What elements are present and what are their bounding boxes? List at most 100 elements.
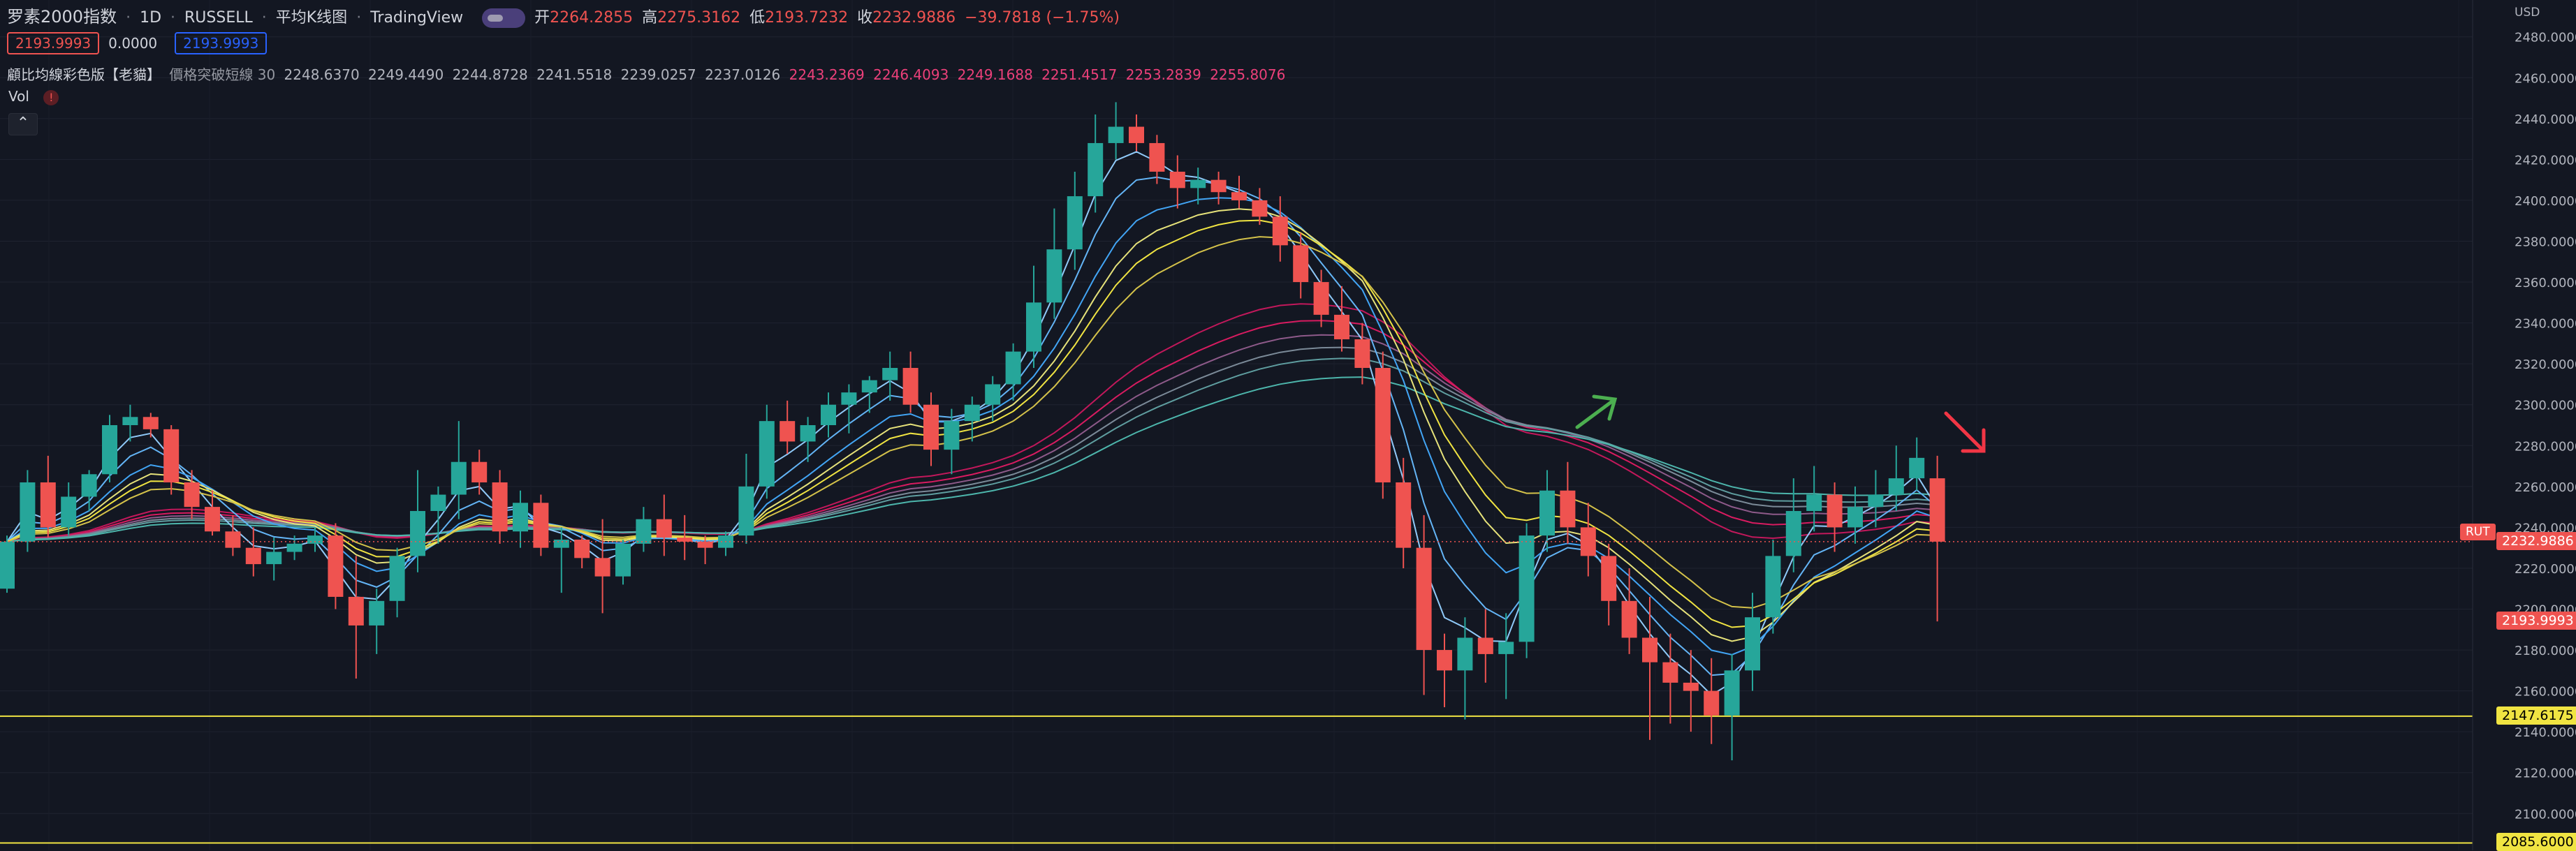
toggle-switch[interactable] bbox=[482, 8, 526, 28]
symbol-name[interactable]: 罗素2000指数 bbox=[7, 7, 117, 27]
candle-body bbox=[636, 519, 652, 544]
candle-body bbox=[1498, 642, 1514, 654]
candle-body bbox=[184, 482, 200, 508]
candle-body bbox=[841, 392, 857, 405]
candle-body bbox=[1437, 650, 1452, 671]
candle-body bbox=[471, 461, 488, 482]
candle-body bbox=[1129, 126, 1144, 143]
candle-body bbox=[1560, 490, 1576, 528]
candle-body bbox=[1416, 547, 1432, 651]
y-tick-label: 2160.0000 bbox=[2515, 685, 2576, 700]
candle-body bbox=[594, 558, 610, 577]
candle-body bbox=[266, 552, 282, 565]
short-ma-value: 2237.0126 bbox=[705, 66, 781, 83]
candle-body bbox=[1642, 637, 1657, 663]
candle-body bbox=[1457, 637, 1473, 671]
candle-body bbox=[102, 425, 117, 475]
candle-body bbox=[1169, 171, 1185, 188]
long-ma-value: 2246.4093 bbox=[873, 66, 949, 83]
currency-label[interactable]: USD bbox=[2515, 6, 2540, 20]
candle-body bbox=[1601, 556, 1617, 601]
y-tick-label: 2440.0000 bbox=[2515, 112, 2576, 127]
y-tick-label: 2100.0000 bbox=[2515, 807, 2576, 822]
candle-body bbox=[1888, 478, 1904, 495]
chevron-up-icon[interactable]: ⌃ bbox=[8, 113, 38, 135]
indicator-name[interactable]: 顧比均線彩色版【老貓】 bbox=[7, 66, 161, 83]
candle-body bbox=[677, 538, 693, 542]
y-tick-label: 2400.0000 bbox=[2515, 194, 2576, 209]
candle-body bbox=[1662, 662, 1678, 683]
annotation-arrows bbox=[1575, 394, 1986, 453]
source: TradingView bbox=[370, 9, 464, 27]
interval[interactable]: 1D bbox=[140, 9, 162, 27]
close-value: 2232.9886 bbox=[872, 9, 956, 27]
indicator-legend[interactable]: 顧比均線彩色版【老貓】 價格突破短線 30 2248.6370 2249.449… bbox=[7, 64, 1289, 84]
exchange: RUSSELL bbox=[184, 9, 253, 27]
candle-body bbox=[205, 507, 220, 532]
open-value: 2264.2855 bbox=[550, 9, 634, 27]
arrow-up-icon bbox=[1575, 394, 1618, 429]
candle-body bbox=[985, 384, 1001, 405]
candle-body bbox=[533, 503, 549, 548]
candle-body bbox=[821, 404, 836, 425]
short-ma-value: 2239.0257 bbox=[620, 66, 696, 83]
candle-body bbox=[20, 482, 36, 542]
change-value: −39.7818 (−1.75%) bbox=[965, 9, 1120, 27]
ma-line-60 bbox=[6, 376, 1938, 542]
candle-body bbox=[1108, 126, 1124, 143]
y-tick-label: 2420.0000 bbox=[2515, 153, 2576, 168]
long-ma-value: 2249.1688 bbox=[957, 66, 1033, 83]
y-tick-label: 2340.0000 bbox=[2515, 317, 2576, 332]
ma-line-50 bbox=[6, 357, 1938, 542]
candle-body bbox=[430, 494, 446, 511]
candle-body bbox=[369, 600, 385, 626]
short-ma-value: 2249.4490 bbox=[368, 66, 444, 83]
short-ma-value: 2244.8728 bbox=[452, 66, 528, 83]
candle-body bbox=[1252, 200, 1268, 217]
y-tick-label: 2460.0000 bbox=[2515, 71, 2576, 86]
candle-body bbox=[574, 539, 590, 558]
candle-body bbox=[1621, 600, 1637, 638]
arrow-down-icon bbox=[1944, 411, 1986, 453]
candle-body bbox=[1005, 351, 1021, 385]
candle-body bbox=[1704, 690, 1720, 716]
candle-body bbox=[1354, 339, 1370, 369]
candle-body bbox=[1909, 457, 1925, 479]
warning-icon[interactable]: ! bbox=[43, 90, 59, 105]
candle-body bbox=[1067, 196, 1083, 250]
candle-body bbox=[1149, 142, 1165, 172]
low-price-label: 2193.9993 bbox=[2496, 612, 2576, 630]
last-price-label: 2232.9886 bbox=[2496, 531, 2576, 550]
candle-body bbox=[738, 486, 754, 536]
candle-body bbox=[1313, 282, 1329, 315]
candle-body bbox=[389, 556, 405, 601]
low-value: 2193.7232 bbox=[765, 9, 849, 27]
y-tick-label: 2140.0000 bbox=[2515, 725, 2576, 740]
candle-body bbox=[451, 461, 467, 495]
ma-line-40 bbox=[6, 334, 1938, 542]
candle-body bbox=[1046, 249, 1062, 303]
ma-line-45 bbox=[6, 346, 1938, 542]
candle-body bbox=[964, 404, 980, 422]
vol-legend[interactable]: Vol ! bbox=[8, 88, 63, 105]
candle-body bbox=[697, 541, 713, 548]
short-ma-value: 2241.5518 bbox=[536, 66, 613, 83]
candle-body bbox=[1026, 302, 1041, 352]
vol-label[interactable]: Vol bbox=[8, 88, 29, 105]
candle-body bbox=[1334, 314, 1349, 340]
high-label: 高 bbox=[642, 9, 658, 27]
candle-body bbox=[348, 596, 364, 626]
candle-body bbox=[1231, 192, 1247, 200]
candle-body bbox=[225, 531, 241, 548]
candle-body bbox=[1580, 527, 1596, 556]
candle-body bbox=[882, 368, 898, 380]
y-tick-label: 2300.0000 bbox=[2515, 399, 2576, 413]
candle-body bbox=[1190, 179, 1206, 188]
candle-body bbox=[142, 417, 159, 429]
candle-body bbox=[1745, 617, 1760, 671]
candle-body bbox=[1210, 179, 1227, 193]
candle-body bbox=[286, 543, 302, 552]
candle-body bbox=[492, 482, 508, 532]
long-ma-value: 2255.8076 bbox=[1210, 66, 1286, 83]
